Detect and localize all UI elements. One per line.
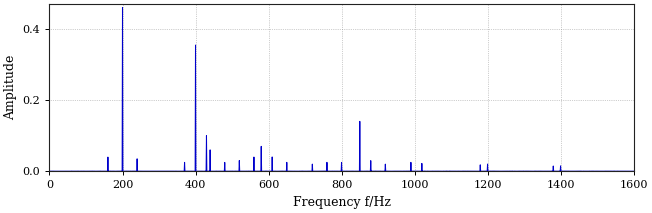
Y-axis label: Amplitude: Amplitude <box>4 55 17 120</box>
X-axis label: Frequency f/Hz: Frequency f/Hz <box>293 196 391 209</box>
